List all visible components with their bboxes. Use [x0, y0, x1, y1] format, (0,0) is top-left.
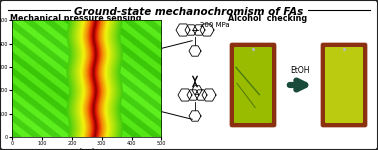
FancyBboxPatch shape: [234, 47, 272, 123]
Text: Mechanical pressure sensing: Mechanical pressure sensing: [10, 14, 141, 23]
Text: EtOH: EtOH: [290, 66, 310, 75]
Text: Ground-state mechanochromism of FAs: Ground-state mechanochromism of FAs: [74, 7, 304, 17]
FancyBboxPatch shape: [230, 43, 276, 127]
FancyBboxPatch shape: [325, 47, 363, 123]
Text: Alcohol  checking: Alcohol checking: [228, 14, 307, 23]
Text: 200 MPa: 200 MPa: [200, 22, 230, 28]
FancyBboxPatch shape: [321, 43, 367, 127]
X-axis label: [nm]: [nm]: [79, 148, 94, 150]
